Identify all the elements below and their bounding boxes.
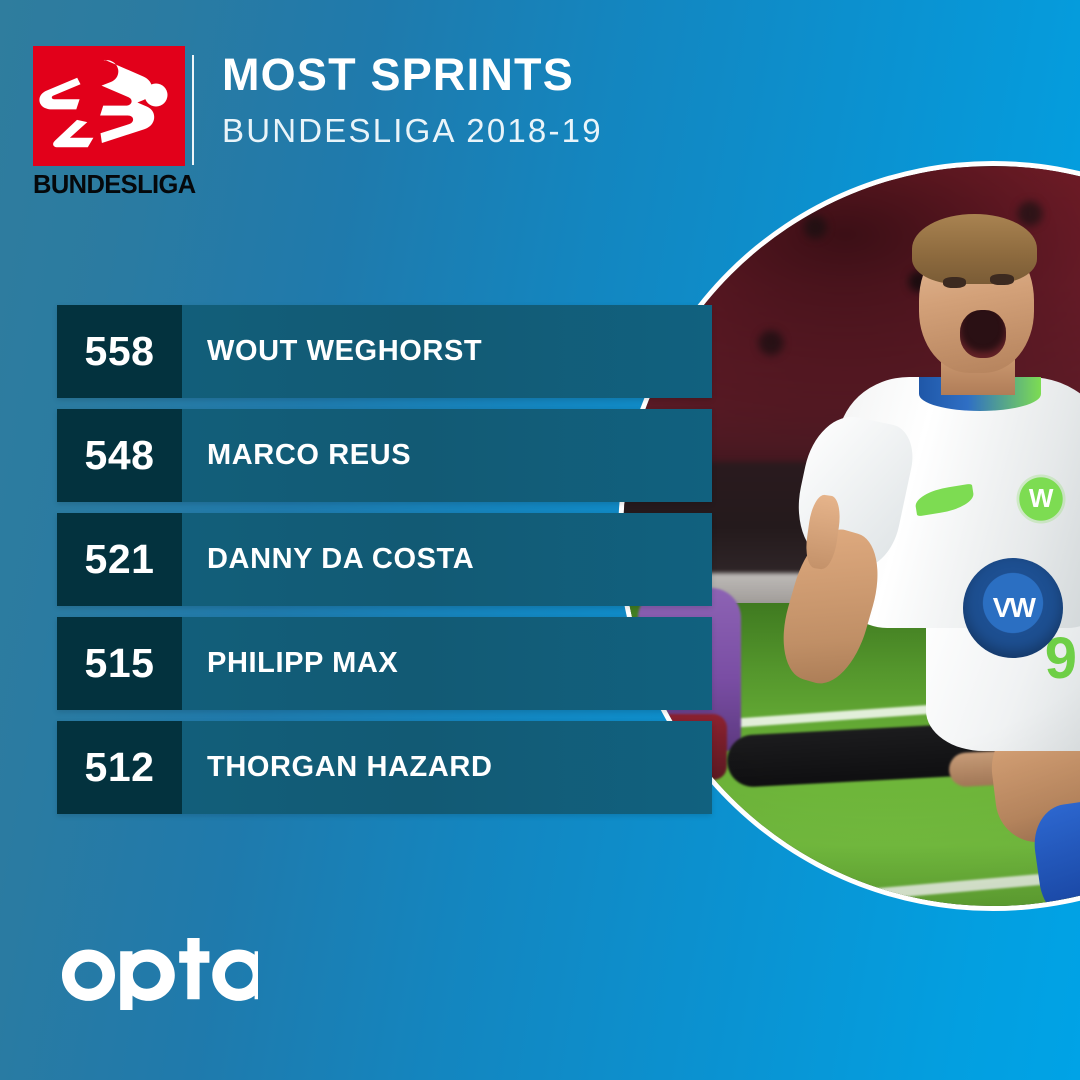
table-row: 521 DANNY DA COSTA [57,513,712,606]
player-name: PHILIPP MAX [207,647,399,679]
sprint-count: 521 [57,513,182,606]
sprint-count: 558 [57,305,182,398]
bundesliga-mark-icon [33,46,185,166]
opta-logo [60,936,260,1010]
player-name: DANNY DA COSTA [207,543,475,575]
title-block: MOST SPRINTS BUNDESLIGA 2018-19 [222,52,603,147]
table-row: 558 WOUT WEGHORST [57,305,712,398]
player-open-mouth [959,310,1006,359]
title-divider [192,55,194,165]
player-eye [942,277,967,289]
club-crest-icon [1007,465,1075,533]
table-row: 548 MARCO REUS [57,409,712,502]
player-name: THORGAN HAZARD [207,751,493,783]
page-subtitle: BUNDESLIGA 2018-19 [222,112,603,149]
bundesliga-logo: BUNDESLIGA [33,46,196,200]
header: BUNDESLIGA MOST SPRINTS BUNDESLIGA 2018-… [0,0,1080,220]
sprint-count: 548 [57,409,182,502]
page-title: MOST SPRINTS [222,49,574,100]
player-hair [911,214,1038,285]
table-row: 515 PHILIPP MAX [57,617,712,710]
player-name: WOUT WEGHORST [207,335,483,367]
ranking-list: 558 WOUT WEGHORST 548 MARCO REUS 521 DAN… [57,305,712,825]
player-name: MARCO REUS [207,439,412,471]
table-row: 512 THORGAN HAZARD [57,721,712,814]
bundesliga-wordmark: BUNDESLIGA [33,171,196,199]
vw-sponsor-logo-icon [963,558,1064,659]
sprint-count: 512 [57,721,182,814]
player-eye [990,274,1014,286]
sprint-count: 515 [57,617,182,710]
